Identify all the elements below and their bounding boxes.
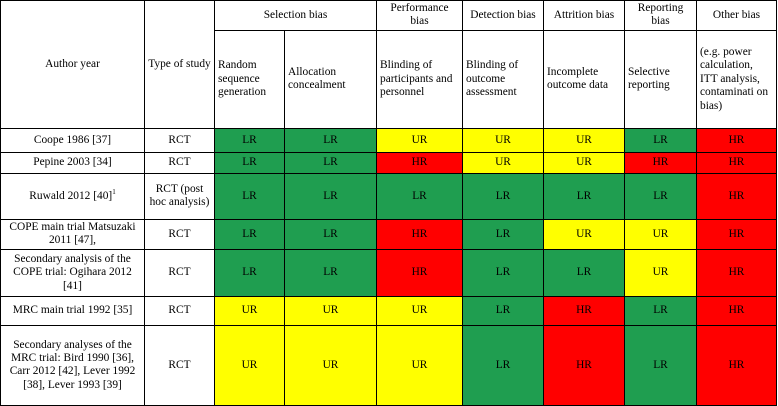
risk-cell: UR (284, 324, 377, 406)
risk-cell: UR (376, 324, 463, 406)
risk-cell: HR (376, 151, 463, 174)
risk-cell: LR (376, 172, 463, 220)
subheader-random-sequence-generation: Random sequence generation (214, 29, 285, 129)
author-year-text: COPE main trial Matsuzaki 2011 [47], (9, 220, 136, 247)
risk-cell: LR (624, 127, 697, 153)
risk-cell: UR (543, 127, 625, 153)
risk-cell: LR (214, 127, 285, 153)
author-year-text: Ruwald 2012 [40] (29, 189, 113, 202)
risk-cell: UR (624, 248, 697, 297)
risk-cell: UR (624, 218, 697, 250)
table-row: MRC main trial 1992 [35] RCT UR UR UR LR HR LR H… (0, 295, 777, 326)
type-of-study-cell: RCT (144, 127, 215, 153)
type-of-study-cell: RCT (144, 324, 215, 406)
risk-cell: UR (462, 127, 544, 153)
author-year-cell: Ruwald 2012 [40]1 (0, 172, 145, 220)
type-of-study-cell: RCT (144, 248, 215, 297)
risk-cell: UR (543, 218, 625, 250)
author-year-text: Secondary analyses of the MRC trial: Bir… (9, 338, 136, 391)
risk-cell: UR (543, 151, 625, 174)
subheader-allocation-concealment: Allocation concealment (284, 29, 377, 129)
risk-cell: LR (214, 218, 285, 250)
risk-cell: LR (462, 172, 544, 220)
author-year-text: Coope 1986 [37] (33, 133, 112, 146)
risk-cell: LR (214, 151, 285, 174)
type-of-study-cell: RCT (post hoc analysis) (144, 172, 215, 220)
risk-cell: UR (376, 295, 463, 326)
header-selection-bias: Selection bias (214, 0, 377, 31)
risk-cell: LR (462, 295, 544, 326)
risk-cell: LR (284, 248, 377, 297)
risk-cell: HR (696, 127, 777, 153)
author-year-cell: Secondary analyses of the MRC trial: Bir… (0, 324, 145, 406)
subheader-other-bias-examples: (e.g. power calculation, ITT analysis, c… (696, 29, 777, 129)
risk-cell: LR (624, 324, 697, 406)
table-row: Secondary analysis of the COPE trial: Og… (0, 248, 777, 297)
header-reporting-bias: Reporting bias (624, 0, 697, 31)
risk-cell: LR (462, 248, 544, 297)
header-performance-bias: Performance bias (376, 0, 463, 31)
author-year-cell: MRC main trial 1992 [35] (0, 295, 145, 326)
risk-cell: LR (214, 172, 285, 220)
header-detection-bias: Detection bias (462, 0, 544, 31)
risk-cell: LR (543, 172, 625, 220)
risk-cell: LR (214, 248, 285, 297)
risk-cell: HR (543, 295, 625, 326)
table-row: Secondary analyses of the MRC trial: Bir… (0, 324, 777, 406)
risk-cell: HR (696, 248, 777, 297)
author-year-cell: Coope 1986 [37] (0, 127, 145, 153)
risk-cell: LR (284, 218, 377, 250)
risk-cell: LR (462, 324, 544, 406)
risk-cell: UR (214, 295, 285, 326)
risk-cell: LR (462, 218, 544, 250)
risk-cell: UR (284, 295, 377, 326)
author-year-cell: COPE main trial Matsuzaki 2011 [47], (0, 218, 145, 250)
subheader-selective-reporting: Selective reporting (624, 29, 697, 129)
subheader-incomplete-outcome-data: Incomplete outcome data (543, 29, 625, 129)
subheader-blinding-outcome: Blinding of outcome assessment (462, 29, 544, 129)
risk-cell: LR (543, 248, 625, 297)
risk-cell: HR (696, 151, 777, 174)
risk-cell: HR (624, 151, 697, 174)
risk-cell: LR (624, 295, 697, 326)
subheader-blinding-participants: Blinding of participants and personnel (376, 29, 463, 129)
risk-cell: HR (696, 172, 777, 220)
table-row: Pepine 2003 [34] RCT LR LR HR UR UR HR HR (0, 151, 777, 174)
table-row: COPE main trial Matsuzaki 2011 [47], RCT L… (0, 218, 777, 250)
author-year-cell: Secondary analysis of the COPE trial: Og… (0, 248, 145, 297)
risk-cell: HR (376, 248, 463, 297)
risk-cell: UR (462, 151, 544, 174)
author-year-text: MRC main trial 1992 [35] (12, 304, 133, 317)
risk-cell: HR (696, 324, 777, 406)
type-of-study-cell: RCT (144, 295, 215, 326)
table-row: Coope 1986 [37] RCT LR LR UR UR UR LR HR (0, 127, 777, 153)
risk-cell: HR (696, 218, 777, 250)
author-year-cell: Pepine 2003 [34] (0, 151, 145, 174)
author-year-text: Pepine 2003 [34] (33, 156, 112, 169)
author-year-text: Secondary analysis of the COPE trial: Og… (13, 252, 132, 292)
risk-cell: HR (543, 324, 625, 406)
risk-cell: LR (624, 172, 697, 220)
header-attrition-bias: Attrition bias (543, 0, 625, 31)
table-row: Ruwald 2012 [40]1 RCT (post hoc analysis)… (0, 172, 777, 220)
type-of-study-cell: RCT (144, 151, 215, 174)
risk-cell: UR (376, 127, 463, 153)
footnote-marker: 1 (112, 187, 116, 196)
risk-cell: LR (284, 172, 377, 220)
type-of-study-cell: RCT (144, 218, 215, 250)
header-type-of-study: Type of study (144, 0, 215, 129)
header-author-year: Author year (0, 0, 145, 129)
risk-cell: LR (284, 127, 377, 153)
risk-cell: LR (284, 151, 377, 174)
risk-cell: HR (696, 295, 777, 326)
risk-cell: HR (376, 218, 463, 250)
risk-cell: UR (214, 324, 285, 406)
header-other-bias: Other bias (696, 0, 777, 31)
